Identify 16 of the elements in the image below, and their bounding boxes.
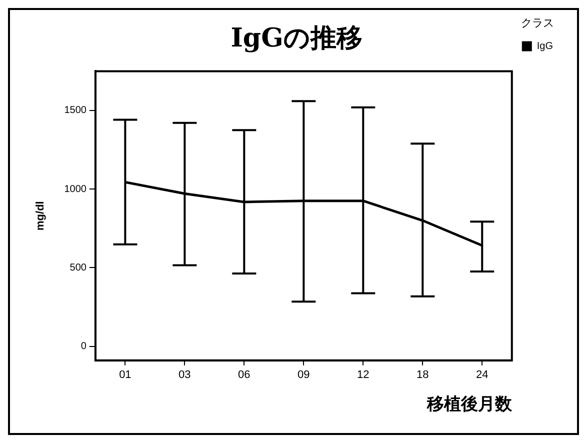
y-tick-label: 1500: [64, 105, 87, 116]
y-axis-title: mg/dl: [34, 201, 47, 230]
x-tick-label: 24: [476, 369, 488, 382]
x-tick-label: 03: [178, 369, 191, 382]
x-axis-title: 移植後月数: [426, 394, 513, 414]
x-tick-label: 12: [357, 369, 370, 382]
chart-title: IgGの推移: [230, 23, 362, 54]
legend-title: クラス: [520, 18, 554, 30]
x-tick-label: 06: [238, 369, 250, 382]
y-tick-label: 500: [70, 262, 87, 274]
y-tick-label: 0: [80, 341, 87, 352]
x-tick-label: 01: [119, 369, 132, 382]
x-tick-label: 09: [298, 369, 310, 382]
y-tick-label: 1000: [64, 184, 87, 195]
legend-label: IgG: [536, 40, 554, 52]
x-tick-label: 18: [416, 369, 429, 382]
